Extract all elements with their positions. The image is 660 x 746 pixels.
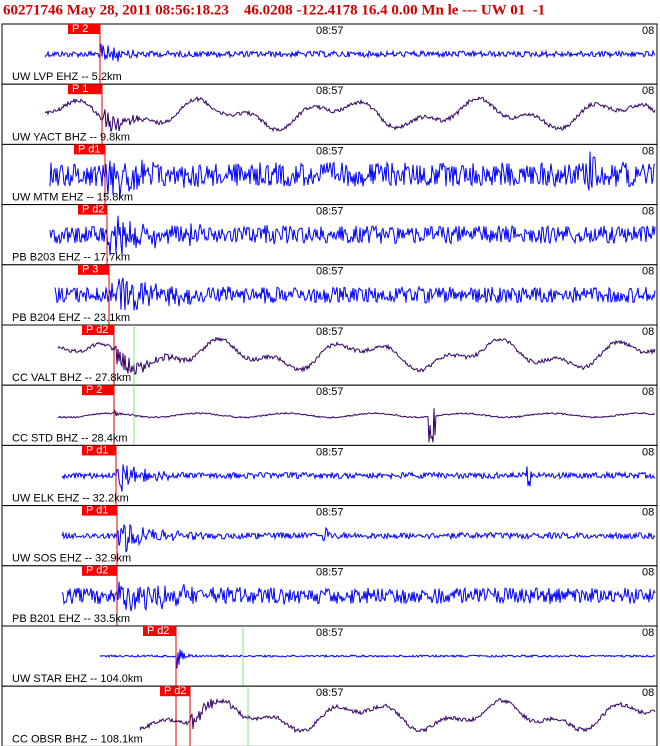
time-label-right: 08 — [642, 386, 654, 398]
station-label: CC OBSR BHZ -- 108.1km — [12, 733, 143, 745]
pick-label: P 3 — [82, 264, 98, 276]
pick-box — [78, 264, 109, 275]
time-label: 08:57 — [316, 266, 344, 278]
station-label: PB B204 EHZ -- 23.1km — [12, 312, 130, 324]
pick-label: P d2 — [86, 324, 108, 336]
station-label: PB B201 EHZ -- 33.5km — [12, 613, 130, 625]
station-label: UW STAR EHZ -- 104.0km — [12, 673, 143, 685]
waveform — [61, 464, 656, 492]
panel-frame — [1, 565, 658, 627]
time-label: 08:57 — [316, 687, 344, 699]
pick-label: P d2 — [86, 565, 108, 577]
pick-label: P d1 — [78, 143, 100, 155]
pick-box — [143, 626, 176, 636]
pick-box — [78, 204, 107, 215]
time-label-right: 08 — [642, 687, 654, 699]
time-label: 08:57 — [316, 627, 344, 639]
station-label: UW YACT BHZ -- 9.8km — [12, 131, 130, 143]
time-label-right: 08 — [642, 145, 654, 157]
pick-box — [82, 445, 116, 456]
waveform — [49, 215, 656, 256]
panel-frame — [1, 685, 658, 746]
time-label-right: 08 — [642, 507, 654, 519]
time-label: 08:57 — [316, 446, 344, 458]
time-label-right: 08 — [642, 25, 654, 37]
pick-box — [82, 325, 114, 335]
time-label-right: 08 — [642, 446, 654, 458]
pick-box — [82, 505, 117, 516]
time-label-right: 08 — [642, 206, 654, 218]
time-label-right: 08 — [642, 567, 654, 579]
pick-label: P 2 — [86, 384, 102, 396]
station-label: UW LVP EHZ -- 5.2km — [12, 71, 122, 83]
panel-frame — [1, 384, 658, 446]
time-label: 08:57 — [316, 85, 344, 97]
pick-box — [160, 686, 190, 697]
time-label-right: 08 — [642, 627, 654, 639]
pick-label: P 2 — [72, 23, 88, 35]
waveform — [54, 277, 656, 311]
time-label-right: 08 — [642, 85, 654, 97]
pick-box — [82, 565, 117, 576]
waveform — [44, 43, 656, 62]
station-label: UW MTM EHZ -- 15.8km — [12, 192, 133, 204]
waveform — [44, 96, 656, 132]
pick-box — [82, 385, 114, 396]
time-label: 08:57 — [316, 25, 344, 37]
waveform — [61, 581, 656, 612]
waveform — [139, 697, 656, 734]
pick-box — [74, 144, 105, 155]
station-label: CC STD BHZ -- 28.4km — [12, 432, 128, 444]
time-label: 08:57 — [316, 145, 344, 157]
time-label-right: 08 — [642, 266, 654, 278]
waveform — [99, 649, 656, 669]
pick-label: P d2 — [82, 204, 104, 216]
station-label: PB B203 EHZ -- 17.7km — [12, 252, 130, 264]
pick-label: P d1 — [86, 505, 108, 517]
waveform — [57, 336, 656, 376]
time-label: 08:57 — [316, 507, 344, 519]
time-label: 08:57 — [316, 386, 344, 398]
time-label-right: 08 — [642, 326, 654, 338]
pick-label: P d2 — [147, 625, 169, 637]
time-label: 08:57 — [316, 326, 344, 338]
pick-box — [68, 24, 100, 34]
time-label: 08:57 — [316, 567, 344, 579]
time-label: 08:57 — [316, 206, 344, 218]
pick-box — [68, 84, 102, 95]
panel-frame — [1, 324, 658, 386]
station-label: CC VALT BHZ -- 27.8km — [12, 372, 131, 384]
waveform — [61, 523, 656, 553]
pick-label: P 1 — [72, 83, 88, 95]
station-label: UW ELK EHZ -- 32.2km — [12, 493, 129, 505]
waveform — [49, 151, 656, 198]
pick-label: P d1 — [86, 444, 108, 456]
pick-label: P d2 — [164, 685, 186, 697]
station-label: UW SOS EHZ -- 32.9km — [12, 553, 131, 565]
waveform — [57, 408, 656, 443]
event-header: 60271746 May 28, 2011 08:56:18.23 46.020… — [3, 2, 545, 18]
